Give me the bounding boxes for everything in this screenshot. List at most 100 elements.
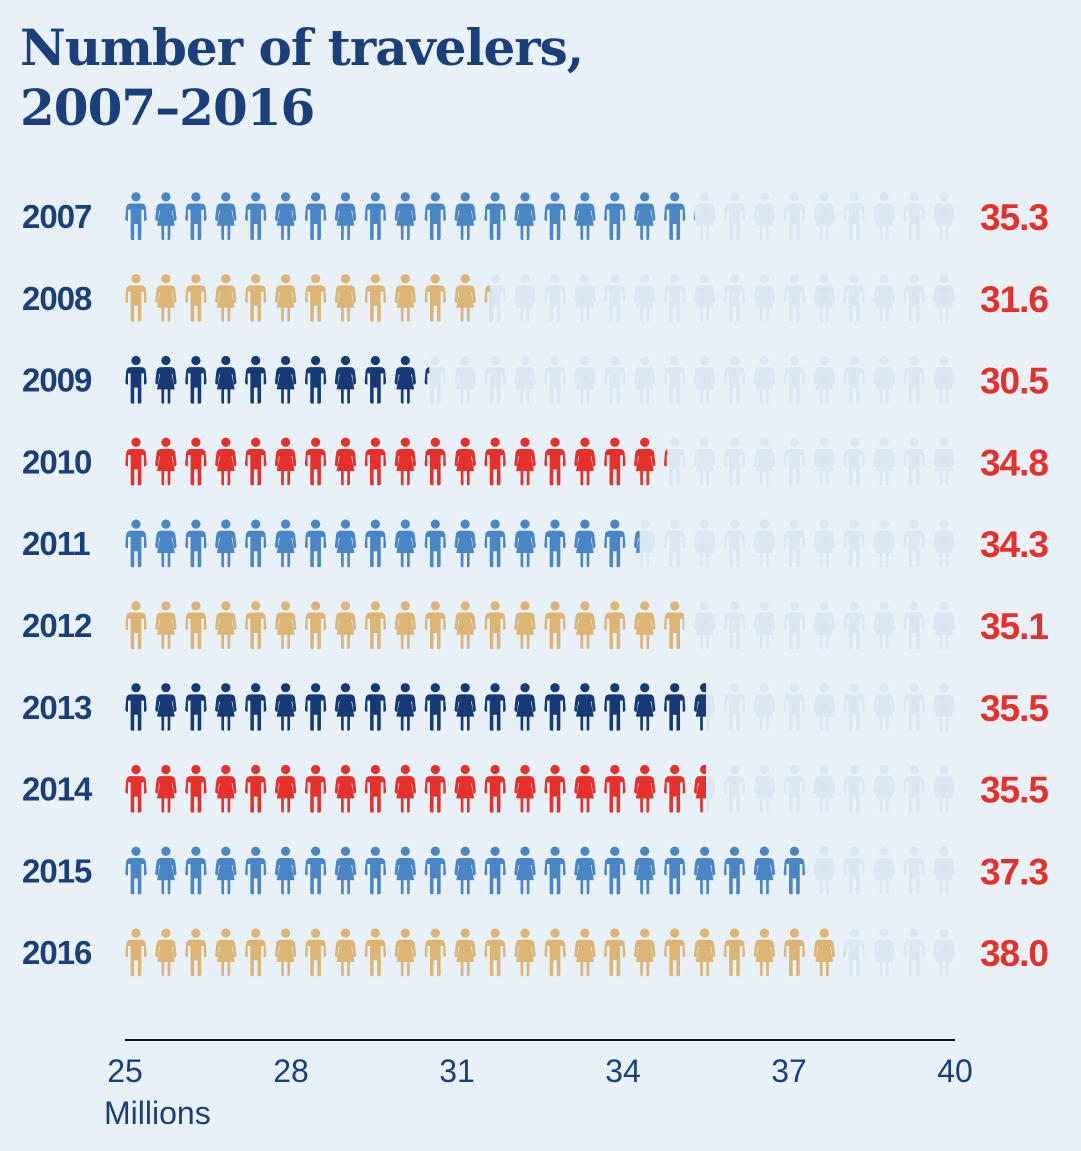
background-icons xyxy=(125,519,955,568)
person-icon xyxy=(364,437,387,486)
person-icon-empty xyxy=(873,683,895,731)
person-icon-empty xyxy=(783,192,806,240)
person-icon xyxy=(155,928,177,977)
person-icon xyxy=(454,519,476,568)
person-icon xyxy=(215,274,237,322)
person-icon-empty xyxy=(783,437,806,486)
person-icon xyxy=(364,846,387,895)
person-icon xyxy=(274,683,297,731)
person-icon xyxy=(484,519,506,568)
x-tick-label: 40 xyxy=(937,1053,973,1089)
person-icon xyxy=(394,764,416,813)
person-icon xyxy=(304,274,327,322)
person-icon xyxy=(604,683,626,731)
person-icon xyxy=(664,601,684,649)
chart-row-2014: 2014 35.5 xyxy=(22,764,1049,813)
person-icon xyxy=(155,437,177,486)
person-icon xyxy=(334,683,357,731)
person-icon xyxy=(544,928,566,977)
chart-row-2012: 2012 35.1 xyxy=(22,601,1049,649)
person-icon-empty xyxy=(933,192,955,240)
person-icon xyxy=(783,846,806,895)
background-icons xyxy=(125,437,955,486)
person-icon xyxy=(334,355,357,404)
chart-rows: 2007 35.3 2008 31.6 2009 30.5 2010 34.8 2011 34.3… xyxy=(22,192,1049,977)
person-icon xyxy=(245,274,267,322)
person-icon xyxy=(185,355,207,404)
person-icon-empty xyxy=(634,355,656,404)
chart-row-2009: 2009 30.5 xyxy=(22,355,1049,404)
person-icon xyxy=(514,764,536,813)
x-tick-label: 37 xyxy=(771,1053,807,1089)
person-icon-empty xyxy=(933,274,955,322)
person-icon xyxy=(544,192,566,240)
person-icon xyxy=(723,928,746,977)
person-icon-empty xyxy=(664,437,686,486)
person-icon xyxy=(334,437,357,486)
person-icon xyxy=(304,192,327,240)
value-label: 35.5 xyxy=(980,770,1048,811)
person-icon xyxy=(574,683,596,731)
person-icon xyxy=(155,683,177,731)
person-icon xyxy=(304,519,327,568)
person-icon xyxy=(304,355,327,404)
person-icon-empty xyxy=(693,601,716,649)
person-icon xyxy=(394,437,416,486)
person-icon xyxy=(484,192,506,240)
person-icon xyxy=(215,764,237,813)
person-icon xyxy=(454,846,476,895)
person-icon-empty xyxy=(843,355,865,404)
person-icon-empty xyxy=(843,683,865,731)
person-icon xyxy=(125,764,147,813)
person-icon xyxy=(664,928,686,977)
person-icon-empty xyxy=(813,683,835,731)
person-icon-empty xyxy=(813,519,835,568)
person-icon xyxy=(245,192,267,240)
person-icon xyxy=(484,437,506,486)
person-icon xyxy=(424,846,446,895)
person-icon xyxy=(215,601,237,649)
person-icon xyxy=(484,928,506,977)
person-icon-empty xyxy=(843,274,865,322)
chart-row-2013: 2013 35.5 xyxy=(22,683,1049,731)
person-icon xyxy=(185,192,207,240)
person-icon-empty xyxy=(783,683,806,731)
person-icon-empty xyxy=(903,519,925,568)
person-icon-empty xyxy=(873,519,895,568)
person-icon-empty xyxy=(723,355,746,404)
bar-2010 xyxy=(125,437,668,486)
person-icon-empty xyxy=(693,519,716,568)
person-icon-empty xyxy=(783,601,806,649)
person-icon xyxy=(454,928,476,977)
person-icon xyxy=(454,764,476,813)
person-icon xyxy=(215,437,237,486)
person-icon-empty xyxy=(664,519,686,568)
person-icon xyxy=(274,355,297,404)
person-icon-empty xyxy=(723,519,746,568)
chart-title: Number of travelers, 2007–2016 xyxy=(20,18,584,138)
person-icon-empty xyxy=(634,274,656,322)
person-icon-empty xyxy=(753,683,776,731)
person-icon xyxy=(245,928,267,977)
person-icon xyxy=(783,928,806,977)
person-icon xyxy=(753,846,776,895)
person-icon xyxy=(484,846,506,895)
person-icon-empty xyxy=(813,764,835,813)
person-icon-empty xyxy=(843,437,865,486)
chart-row-2011: 2011 34.3 xyxy=(22,519,1049,568)
value-label: 31.6 xyxy=(980,279,1048,320)
person-icon-empty xyxy=(484,274,506,322)
person-icon xyxy=(693,928,716,977)
person-icon-empty xyxy=(933,355,955,404)
person-icon xyxy=(274,274,297,322)
person-icon-empty xyxy=(514,274,536,322)
person-icon-empty xyxy=(873,764,895,813)
person-icon-empty xyxy=(753,192,776,240)
person-icon-empty xyxy=(693,437,716,486)
person-icon-empty xyxy=(454,355,476,404)
person-icon xyxy=(304,601,327,649)
person-icon xyxy=(274,437,297,486)
person-icon-empty xyxy=(813,192,835,240)
person-icon-empty xyxy=(693,274,716,322)
person-icon-empty xyxy=(843,601,865,649)
